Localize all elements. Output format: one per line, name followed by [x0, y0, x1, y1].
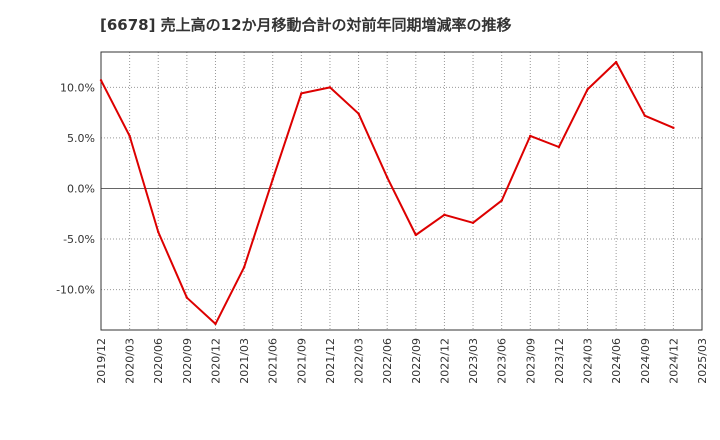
x-tick-label: 2022/06 — [381, 338, 394, 384]
x-tick-label: 2025/03 — [696, 338, 709, 384]
data-point — [614, 60, 618, 64]
data-point — [443, 213, 446, 216]
data-point — [672, 126, 675, 130]
data-point — [500, 199, 503, 202]
chart-title: [6678] 売上高の12か月移動合計の対前年同期増減率の推移 — [100, 16, 512, 34]
data-point — [328, 86, 332, 89]
x-tick-label: 2021/03 — [238, 338, 251, 384]
data-point — [300, 92, 303, 95]
data-point — [471, 221, 475, 225]
data-point — [157, 230, 160, 234]
data-point — [643, 114, 646, 117]
data-point — [214, 322, 217, 326]
data-point — [128, 134, 131, 138]
x-tick-label: 2024/12 — [667, 338, 680, 384]
x-tick-label: 2024/09 — [639, 338, 652, 384]
y-tick-label: -5.0% — [63, 233, 95, 246]
y-tick-label: 5.0% — [67, 132, 95, 145]
x-tick-label: 2023/09 — [524, 338, 537, 384]
data-point — [357, 112, 360, 115]
x-tick-label: 2024/03 — [582, 338, 595, 384]
y-tick-label: 10.0% — [60, 81, 95, 94]
x-tick-label: 2020/06 — [152, 338, 165, 384]
y-tick-label: -10.0% — [56, 284, 95, 297]
y-tick-label: 0.0% — [67, 182, 95, 195]
x-tick-label: 2023/06 — [496, 338, 509, 384]
data-point — [529, 134, 532, 138]
x-tick-label: 2019/12 — [95, 338, 108, 384]
data-point — [242, 266, 246, 269]
data-point — [271, 178, 274, 181]
x-tick-label: 2021/12 — [324, 338, 337, 384]
x-tick-label: 2022/09 — [410, 338, 423, 384]
data-point — [414, 233, 418, 237]
x-tick-label: 2020/03 — [124, 338, 137, 384]
x-tick-label: 2022/12 — [438, 338, 451, 384]
x-tick-label: 2020/09 — [181, 338, 194, 384]
x-tick-label: 2024/06 — [610, 338, 623, 384]
data-point — [586, 88, 589, 91]
x-tick-label: 2023/03 — [467, 338, 480, 384]
data-point — [185, 296, 189, 299]
data-point — [385, 176, 389, 179]
x-tick-label: 2021/09 — [295, 338, 308, 384]
x-tick-label: 2022/03 — [353, 338, 366, 384]
x-tick-label: 2020/12 — [209, 338, 222, 384]
plot-frame — [100, 51, 703, 331]
data-point — [557, 145, 561, 149]
data-point — [99, 79, 103, 82]
x-tick-label: 2023/12 — [553, 338, 566, 384]
x-tick-label: 2021/06 — [267, 338, 280, 384]
